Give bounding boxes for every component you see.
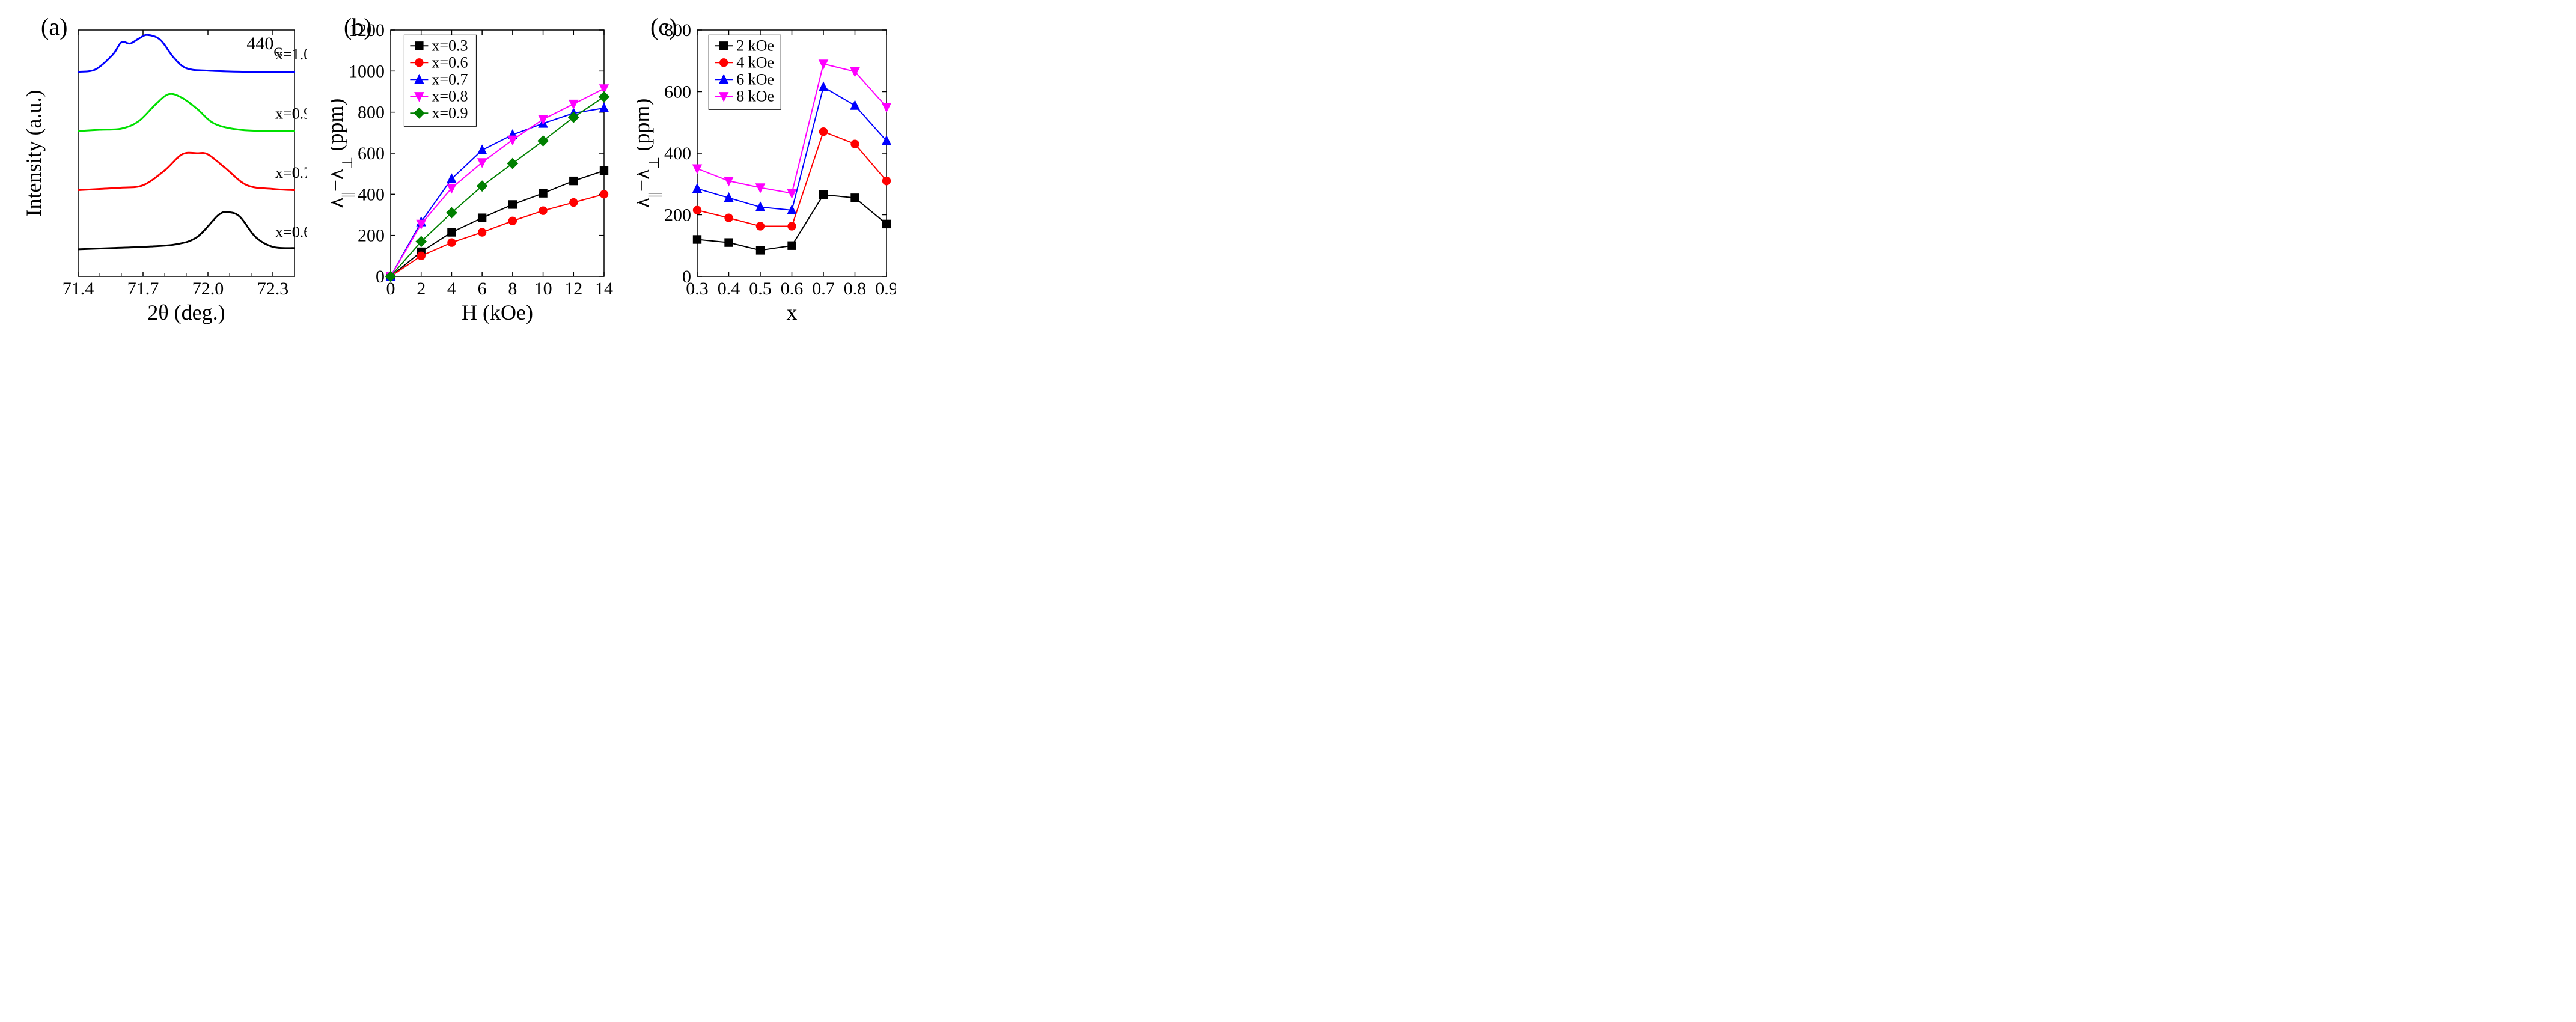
svg-text:400: 400 [358, 184, 385, 204]
svg-text:x=0.8: x=0.8 [432, 87, 468, 105]
svg-text:72.0: 72.0 [192, 279, 224, 299]
svg-text:4 kOe: 4 kOe [736, 53, 774, 71]
svg-text:200: 200 [358, 226, 385, 246]
panel-a: 71.4 71.7 72.0 72.3 2θ (deg.) Intensity (a.u.… [24, 18, 307, 330]
svg-text:8 kOe: 8 kOe [736, 87, 774, 105]
svg-text:600: 600 [358, 144, 385, 163]
svg-text:H (kOe): H (kOe) [462, 300, 533, 324]
svg-text:x=0.9: x=0.9 [275, 105, 307, 123]
svg-text:x=0.7: x=0.7 [432, 70, 468, 88]
svg-text:0: 0 [376, 267, 385, 287]
svg-text:x=0.6: x=0.6 [432, 53, 468, 71]
svg-text:200: 200 [664, 205, 691, 225]
svg-text:800: 800 [358, 103, 385, 123]
svg-text:72.3: 72.3 [257, 279, 289, 299]
svg-text:1000: 1000 [349, 61, 385, 81]
svg-text:0.9: 0.9 [875, 279, 896, 299]
svg-text:4: 4 [447, 279, 456, 299]
svg-text:2: 2 [417, 279, 426, 299]
svg-text:(b): (b) [344, 18, 372, 40]
svg-text:λ||−λ⊥ (ppm): λ||−λ⊥ (ppm) [637, 99, 662, 208]
panel-c: 0.30.40.50.60.70.80.90200400600800xλ||−λ… [637, 18, 896, 330]
svg-text:71.7: 71.7 [127, 279, 159, 299]
figure-wrap: 71.4 71.7 72.0 72.3 2θ (deg.) Intensity (a.u.… [0, 0, 2576, 348]
svg-text:x=0.7: x=0.7 [275, 164, 307, 181]
svg-text:x=1.0: x=1.0 [275, 46, 307, 63]
svg-text:10: 10 [534, 279, 552, 299]
svg-text:Intensity (a.u.): Intensity (a.u.) [24, 90, 46, 217]
svg-text:71.4: 71.4 [63, 279, 94, 299]
svg-text:x=0.6: x=0.6 [275, 223, 307, 240]
svg-text:x=0.9: x=0.9 [432, 104, 468, 121]
svg-text:12: 12 [564, 279, 582, 299]
svg-text:x=0.3: x=0.3 [432, 37, 468, 54]
panel-b: 02468101214020040060080010001200H (kOe)λ… [331, 18, 613, 330]
svg-text:λ||−λ⊥ (ppm): λ||−λ⊥ (ppm) [331, 99, 356, 208]
svg-text:400: 400 [664, 144, 691, 163]
svg-text:600: 600 [664, 82, 691, 102]
svg-text:(a): (a) [41, 18, 67, 40]
svg-text:14: 14 [595, 279, 613, 299]
svg-text:6: 6 [478, 279, 487, 299]
svg-text:0.7: 0.7 [812, 279, 835, 299]
svg-text:8: 8 [508, 279, 517, 299]
svg-text:0.4: 0.4 [718, 279, 740, 299]
svg-text:0.6: 0.6 [781, 279, 804, 299]
svg-text:6 kOe: 6 kOe [736, 70, 774, 88]
svg-text:(c): (c) [650, 18, 677, 40]
svg-text:x: x [787, 300, 798, 324]
svg-text:2 kOe: 2 kOe [736, 37, 774, 54]
svg-text:0: 0 [682, 267, 691, 287]
svg-text:2θ (deg.): 2θ (deg.) [147, 300, 225, 324]
svg-text:0.8: 0.8 [844, 279, 867, 299]
svg-text:0.5: 0.5 [749, 279, 772, 299]
